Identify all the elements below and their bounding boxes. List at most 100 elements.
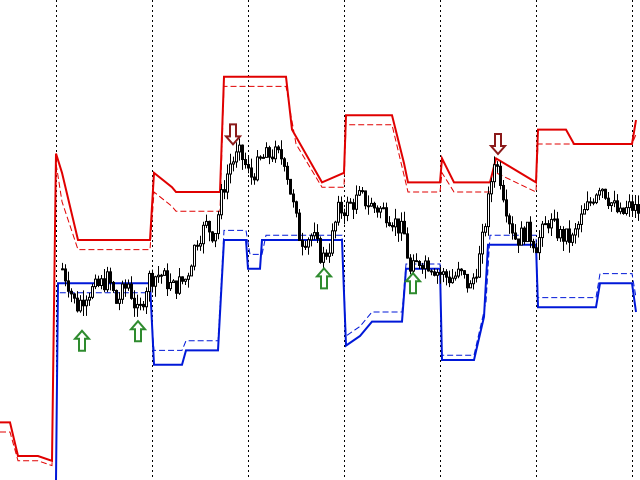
candle-body — [97, 278, 100, 286]
candle-body — [61, 268, 64, 271]
candle-body — [112, 281, 115, 291]
candle-body — [316, 232, 319, 240]
candle-body — [439, 271, 442, 275]
candle-body — [592, 201, 595, 204]
candle-body — [115, 289, 118, 304]
candle-body — [496, 164, 499, 167]
candle-body — [298, 212, 301, 242]
candle-body — [295, 201, 298, 214]
candle-body — [349, 201, 352, 204]
candle-body — [385, 207, 388, 224]
candle-body — [406, 233, 409, 259]
candle-body — [109, 271, 112, 283]
candle-body — [532, 240, 535, 249]
candle-body — [544, 223, 547, 226]
candle-body — [244, 159, 247, 166]
candle-body — [562, 228, 565, 242]
candle-body — [280, 149, 283, 160]
candle-body — [508, 215, 511, 225]
candle-body — [64, 268, 67, 282]
candle-body — [325, 252, 328, 257]
candle-body — [304, 245, 307, 248]
candle-body — [139, 303, 142, 306]
candle-body — [328, 252, 331, 257]
buy-arrow-icon — [128, 319, 148, 343]
candle-body — [634, 204, 637, 211]
candle-body — [547, 223, 550, 229]
candle-body — [232, 161, 235, 165]
candle-body — [181, 276, 184, 282]
candle-body — [250, 167, 253, 178]
candle-body — [595, 194, 598, 204]
candle-body — [529, 221, 532, 242]
candle-body — [631, 201, 634, 211]
candle-body — [616, 200, 619, 213]
candle-body — [571, 234, 574, 243]
candle-body — [166, 270, 169, 290]
candle-body — [331, 230, 334, 254]
candle-body — [619, 207, 622, 213]
candle-body — [556, 218, 559, 239]
candle-body — [472, 277, 475, 285]
candle-body — [454, 275, 457, 279]
candle-body — [403, 220, 406, 235]
candle-body — [277, 146, 280, 151]
candle-body — [121, 283, 124, 300]
candle-body — [583, 209, 586, 215]
candle-body — [319, 238, 322, 263]
candle-body — [448, 276, 451, 284]
candle-body — [586, 201, 589, 211]
candle-body — [553, 218, 556, 221]
candle-body — [460, 268, 463, 272]
candle-body — [352, 202, 355, 210]
candle-body — [262, 156, 265, 159]
candle-body — [511, 223, 514, 234]
candle-body — [358, 190, 361, 196]
candle-body — [229, 163, 232, 175]
candle-body — [463, 270, 466, 275]
buy-arrow-icon — [403, 271, 423, 295]
candle-body — [466, 273, 469, 289]
candle-body — [559, 228, 562, 239]
candle-body — [154, 276, 157, 287]
candle-body — [418, 260, 421, 267]
candle-body — [142, 303, 145, 308]
signal-arrows — [72, 123, 508, 352]
candle-body — [70, 290, 73, 295]
candle-body — [208, 220, 211, 233]
candle-body — [577, 223, 580, 230]
sell-arrow-icon — [223, 123, 243, 146]
candle-body — [421, 265, 424, 270]
candle-body — [394, 218, 397, 228]
candle-body — [568, 228, 571, 243]
candle-body — [334, 221, 337, 232]
candle-body — [565, 228, 568, 242]
candle-body — [436, 271, 439, 276]
candle-body — [478, 253, 481, 278]
candle-body — [223, 189, 226, 193]
candle-body — [412, 260, 415, 272]
candle-body — [337, 201, 340, 223]
candle-body — [79, 299, 82, 312]
candle-body — [340, 201, 343, 214]
candle-body — [361, 190, 364, 193]
candle-body — [373, 202, 376, 209]
candle-body — [490, 181, 493, 195]
candle-body — [481, 231, 484, 255]
candle-body — [169, 282, 172, 290]
candle-body — [130, 283, 133, 299]
candle-body — [175, 280, 178, 294]
candle-body — [172, 280, 175, 284]
candle-body — [133, 297, 136, 309]
candle-body — [430, 270, 433, 273]
candle-body — [484, 226, 487, 233]
candle-body — [199, 243, 202, 247]
candle-body — [469, 283, 472, 289]
candle-body — [136, 303, 139, 309]
candle-body — [451, 277, 454, 284]
buy-arrow-icon — [314, 266, 334, 290]
candle-body — [589, 201, 592, 204]
candle-body — [637, 204, 640, 214]
candle-body — [607, 197, 610, 207]
candle-body — [442, 271, 445, 275]
